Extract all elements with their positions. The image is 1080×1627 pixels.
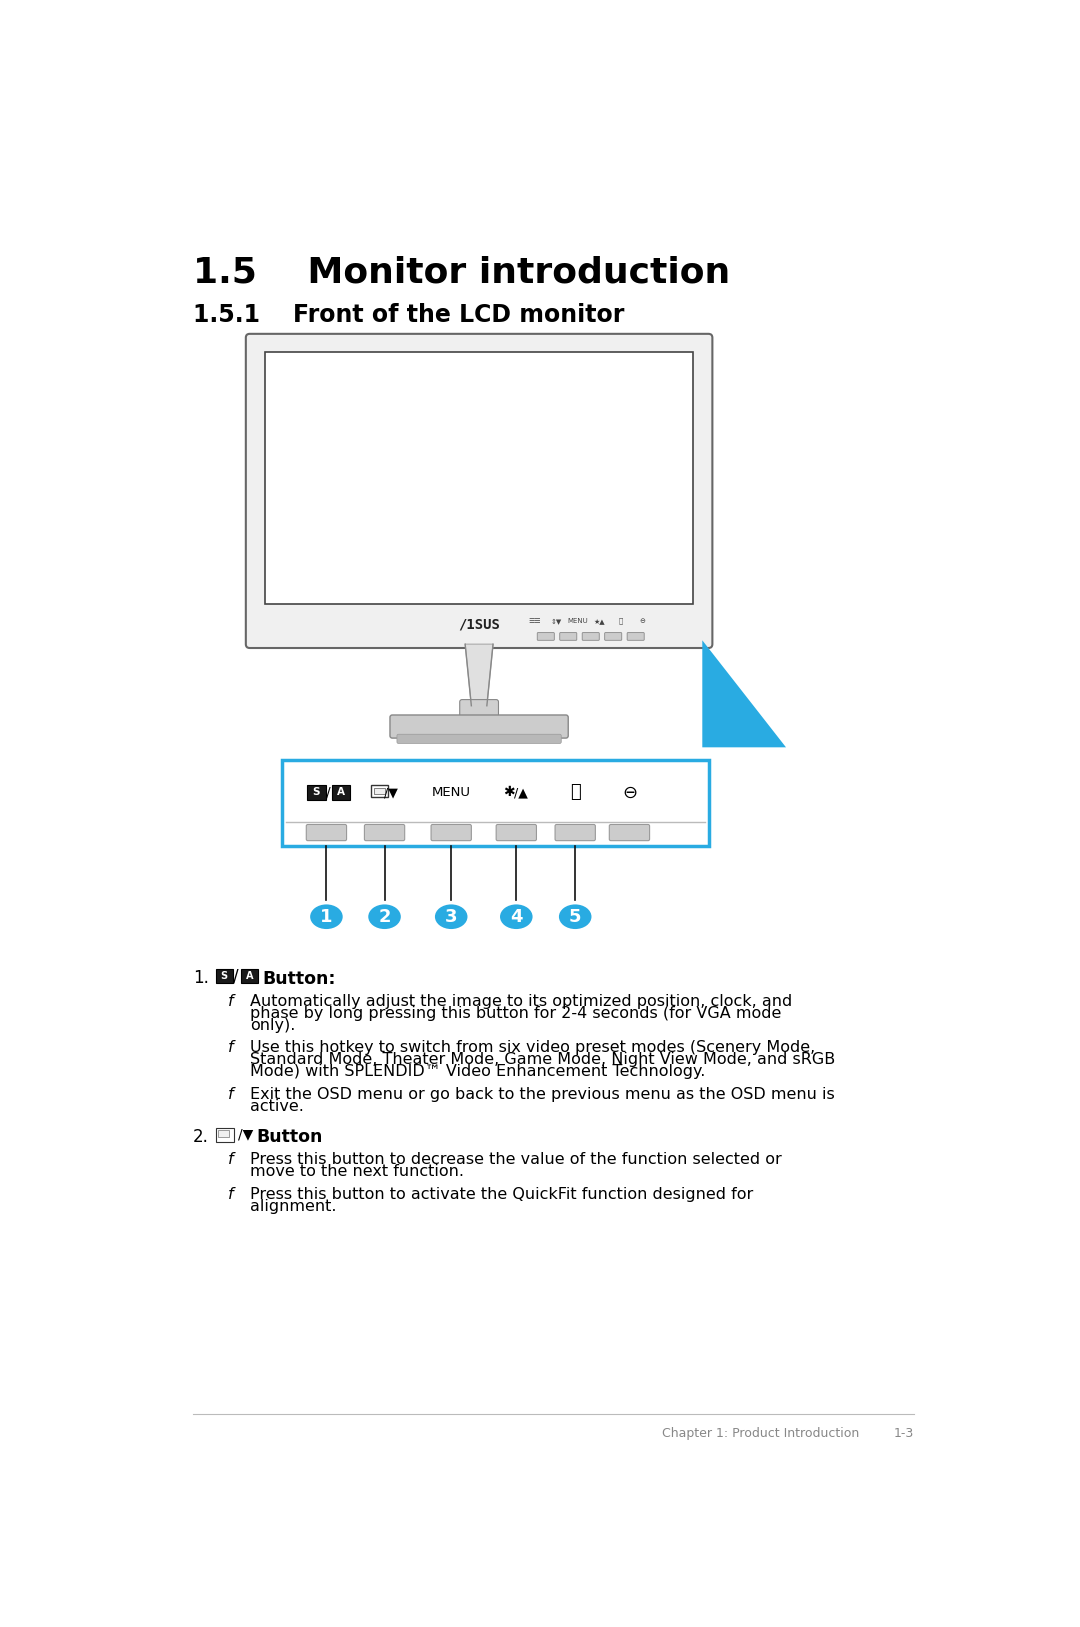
- Text: f: f: [228, 1188, 233, 1202]
- Text: only).: only).: [249, 1017, 295, 1033]
- Text: Mode) with SPLENDID™ Video Enhancement Technology.: Mode) with SPLENDID™ Video Enhancement T…: [249, 1064, 705, 1079]
- Text: move to the next function.: move to the next function.: [249, 1165, 463, 1180]
- FancyBboxPatch shape: [307, 784, 326, 800]
- Ellipse shape: [435, 905, 468, 929]
- Text: Press this button to decrease the value of the function selected or: Press this button to decrease the value …: [249, 1152, 782, 1167]
- Text: S: S: [220, 971, 228, 981]
- Bar: [266, 351, 693, 604]
- Text: 4: 4: [510, 908, 523, 926]
- Text: phase by long pressing this button for 2-4 seconds (for VGA mode: phase by long pressing this button for 2…: [249, 1005, 781, 1020]
- Text: MENU: MENU: [567, 618, 588, 625]
- FancyBboxPatch shape: [496, 825, 537, 841]
- Text: ☰☰: ☰☰: [528, 618, 540, 625]
- Text: ⇕▼: ⇕▼: [550, 618, 562, 625]
- FancyBboxPatch shape: [460, 700, 499, 718]
- FancyBboxPatch shape: [555, 825, 595, 841]
- FancyBboxPatch shape: [307, 825, 347, 841]
- Text: /▼: /▼: [383, 786, 397, 799]
- FancyBboxPatch shape: [241, 970, 258, 983]
- Text: Automatically adjust the image to its optimized position, clock, and: Automatically adjust the image to its op…: [249, 994, 792, 1009]
- Text: Press this button to activate the QuickFit function designed for: Press this button to activate the QuickF…: [249, 1188, 753, 1202]
- FancyBboxPatch shape: [332, 784, 350, 800]
- FancyBboxPatch shape: [605, 633, 622, 641]
- Text: active.: active.: [249, 1098, 303, 1114]
- Text: f: f: [228, 1152, 233, 1167]
- Ellipse shape: [500, 905, 532, 929]
- Text: Standard Mode, Theater Mode, Game Mode, Night View Mode, and sRGB: Standard Mode, Theater Mode, Game Mode, …: [249, 1053, 835, 1067]
- Text: 5: 5: [569, 908, 581, 926]
- Text: 1-3: 1-3: [893, 1427, 914, 1440]
- Text: 1: 1: [320, 908, 333, 926]
- Text: ⏻: ⏻: [619, 618, 623, 625]
- Text: Exit the OSD menu or go back to the previous menu as the OSD menu is: Exit the OSD menu or go back to the prev…: [249, 1087, 835, 1101]
- FancyBboxPatch shape: [627, 633, 644, 641]
- Text: A: A: [337, 787, 346, 797]
- Text: 1.: 1.: [193, 970, 210, 988]
- Text: MENU: MENU: [432, 786, 471, 799]
- Text: Chapter 1: Product Introduction: Chapter 1: Product Introduction: [662, 1427, 860, 1440]
- FancyBboxPatch shape: [582, 633, 599, 641]
- Text: 2.: 2.: [193, 1128, 210, 1145]
- Text: /▼: /▼: [238, 1128, 254, 1142]
- Bar: [218, 1131, 229, 1137]
- Text: Button: Button: [257, 1129, 323, 1147]
- FancyBboxPatch shape: [390, 714, 568, 739]
- Ellipse shape: [559, 905, 592, 929]
- Text: f: f: [228, 994, 233, 1009]
- Text: 1.5    Monitor introduction: 1.5 Monitor introduction: [193, 255, 730, 290]
- Text: ⊖: ⊖: [622, 784, 637, 802]
- FancyBboxPatch shape: [364, 825, 405, 841]
- Text: /1SUS: /1SUS: [458, 617, 500, 631]
- FancyBboxPatch shape: [609, 825, 649, 841]
- FancyBboxPatch shape: [431, 825, 471, 841]
- FancyBboxPatch shape: [559, 633, 577, 641]
- Text: alignment.: alignment.: [249, 1199, 336, 1214]
- Text: /: /: [326, 786, 332, 799]
- FancyBboxPatch shape: [216, 970, 232, 983]
- Text: f: f: [228, 1040, 233, 1056]
- FancyBboxPatch shape: [246, 334, 713, 648]
- Ellipse shape: [310, 905, 342, 929]
- Ellipse shape: [368, 905, 401, 929]
- Text: S: S: [312, 787, 320, 797]
- FancyBboxPatch shape: [397, 734, 562, 744]
- Text: /: /: [233, 966, 239, 984]
- FancyBboxPatch shape: [372, 784, 389, 797]
- Polygon shape: [465, 644, 494, 706]
- Polygon shape: [702, 641, 786, 747]
- Text: ⏻: ⏻: [570, 784, 581, 802]
- Text: /▲: /▲: [514, 786, 528, 799]
- Text: ★▲: ★▲: [593, 618, 605, 625]
- Text: Button:: Button:: [262, 970, 336, 988]
- Text: 1.5.1    Front of the LCD monitor: 1.5.1 Front of the LCD monitor: [193, 303, 624, 327]
- Text: Use this hotkey to switch from six video preset modes (Scenery Mode,: Use this hotkey to switch from six video…: [249, 1040, 815, 1056]
- Text: ⊖: ⊖: [639, 618, 646, 625]
- Text: 2: 2: [378, 908, 391, 926]
- Text: f: f: [228, 1087, 233, 1101]
- Bar: [375, 787, 386, 794]
- Text: ✱: ✱: [502, 786, 514, 799]
- FancyBboxPatch shape: [216, 1128, 234, 1142]
- Bar: [282, 760, 708, 846]
- FancyBboxPatch shape: [537, 633, 554, 641]
- Text: A: A: [246, 971, 254, 981]
- Text: 3: 3: [445, 908, 458, 926]
